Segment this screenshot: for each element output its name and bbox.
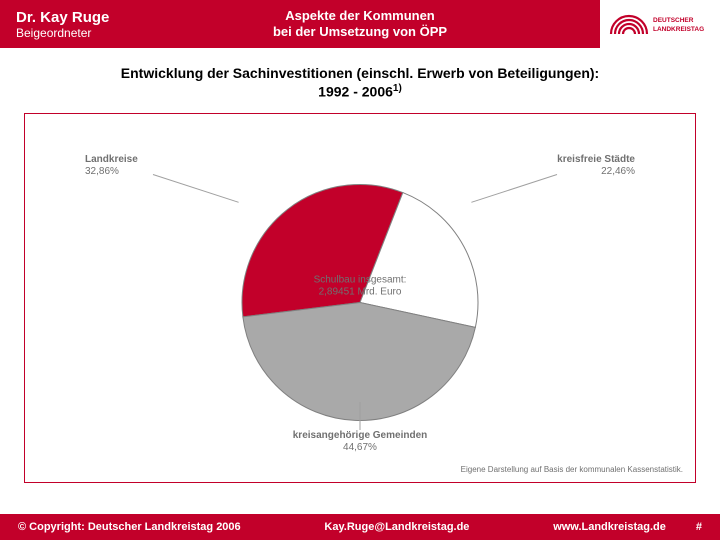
landkreistag-logo-icon: DEUTSCHER LANDKREISTAG	[605, 4, 715, 44]
header-title: Aspekte der Kommunen bei der Umsetzung v…	[273, 8, 447, 39]
slice-name-1: kreisfreie Städte	[557, 154, 635, 166]
slice-label-gemeinden: kreisangehörige Gemeinden 44,67%	[293, 430, 428, 454]
svg-text:LANDKREISTAG: LANDKREISTAG	[653, 26, 704, 33]
content-area: Entwicklung der Sachinvestitionen (einsc…	[0, 48, 720, 483]
footer-right: www.Landkreistag.de #	[553, 521, 702, 533]
slice-label-kreisfreie: kreisfreie Städte 22,46%	[557, 154, 635, 178]
author-role: Beigeordneter	[16, 26, 109, 40]
header-title-line1: Aspekte der Kommunen	[273, 8, 447, 24]
chart-title: Entwicklung der Sachinvestitionen (einsc…	[24, 64, 696, 101]
svg-text:DEUTSCHER: DEUTSCHER	[653, 17, 694, 24]
footer-url: www.Landkreistag.de	[553, 521, 666, 533]
footer-copyright: © Copyright: Deutscher Landkreistag 2006	[18, 521, 241, 533]
footer-page: #	[696, 521, 702, 533]
slice-value-1: 22,46%	[557, 166, 635, 178]
title-years: 1992 - 2006	[318, 84, 393, 100]
footer-email: Kay.Ruge@Landkreistag.de	[324, 521, 469, 533]
chart-source: Eigene Darstellung auf Basis der kommuna…	[461, 465, 683, 474]
chart-container: Landkreise 32,86% kreisfreie Städte 22,4…	[24, 113, 696, 483]
title-sup: 1)	[393, 83, 402, 94]
slice-value-0: 32,86%	[85, 166, 138, 178]
pie-chart	[230, 173, 490, 438]
slice-value-2: 44,67%	[293, 442, 428, 454]
title-main: Entwicklung der Sachinvestitionen (einsc…	[121, 65, 599, 81]
author-name: Dr. Kay Ruge	[16, 9, 109, 26]
leader-line-0	[153, 174, 239, 203]
center-line1: Schulbau insgesamt:	[314, 274, 407, 287]
header-author: Dr. Kay Ruge Beigeordneter	[0, 9, 109, 40]
logo-box: DEUTSCHER LANDKREISTAG	[600, 0, 720, 48]
footer-bar: © Copyright: Deutscher Landkreistag 2006…	[0, 514, 720, 540]
header-title-line2: bei der Umsetzung von ÖPP	[273, 24, 447, 40]
slice-name-0: Landkreise	[85, 154, 138, 166]
header-bar: Dr. Kay Ruge Beigeordneter Aspekte der K…	[0, 0, 720, 48]
slice-label-landkreise: Landkreise 32,86%	[85, 154, 138, 178]
center-line2: 2,89451 Mrd. Euro	[314, 287, 407, 300]
slice-name-2: kreisangehörige Gemeinden	[293, 430, 428, 442]
center-label: Schulbau insgesamt: 2,89451 Mrd. Euro	[314, 274, 407, 299]
leader-line-2	[360, 402, 361, 430]
